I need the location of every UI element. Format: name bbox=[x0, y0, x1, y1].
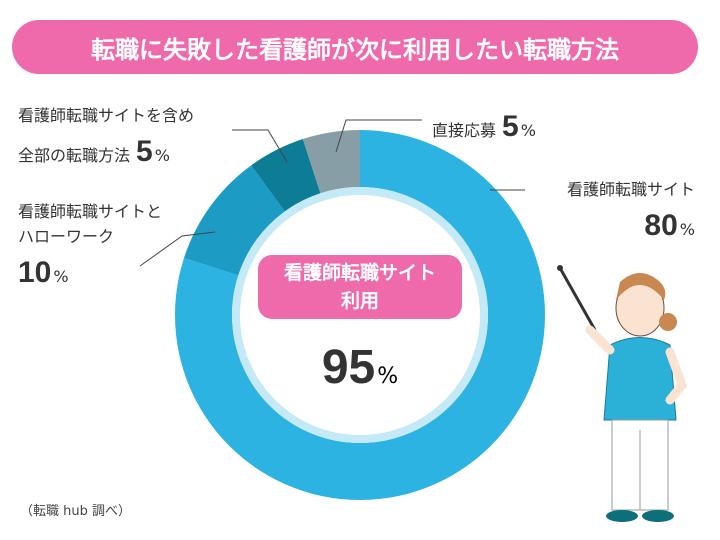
donut-slice bbox=[184, 165, 285, 276]
leader-line bbox=[335, 119, 422, 153]
value-label: 10% bbox=[18, 250, 168, 297]
center-label: 看護師転職サイト 利用 bbox=[258, 255, 462, 319]
category-name: 直接応募 bbox=[432, 121, 497, 140]
value-label: 5% bbox=[136, 135, 170, 168]
leader-line bbox=[232, 129, 288, 163]
unit: % bbox=[520, 121, 536, 140]
leader-line bbox=[139, 231, 216, 267]
center-value: 95% bbox=[260, 340, 460, 395]
value-number: 80 bbox=[644, 208, 678, 242]
donut-slice bbox=[302, 130, 360, 194]
slice-label: 看護師転職サイトを含め全部の転職方法 5% bbox=[18, 104, 203, 175]
category-name: 看護師転職サイトを含め全部の転職方法 bbox=[18, 106, 195, 165]
value-label: 80% bbox=[470, 203, 695, 250]
value-number: 5 bbox=[502, 110, 519, 143]
unit: % bbox=[154, 145, 170, 165]
donut-slice bbox=[251, 139, 321, 212]
category-name: 看護師転職サイト bbox=[566, 180, 695, 199]
center-label-line: 利用 bbox=[340, 290, 379, 312]
center-number: 95 bbox=[321, 341, 376, 394]
source-note: （転職 hub 調べ） bbox=[20, 504, 131, 519]
value-label: 5% bbox=[502, 110, 536, 143]
unit: % bbox=[377, 364, 399, 389]
slice-label: 直接応募 5% bbox=[432, 104, 582, 151]
slice-label: 看護師転職サイト 80% bbox=[470, 178, 695, 249]
slice-label: 看護師転職サイトとハローワーク 10% bbox=[18, 200, 168, 296]
nurse-illustration bbox=[557, 265, 688, 522]
chart-title: 転職に失敗した看護師が次に利用したい転職方法 bbox=[12, 20, 698, 74]
center-label-line: 看護師転職サイト bbox=[283, 262, 436, 284]
unit: % bbox=[53, 266, 69, 286]
unit: % bbox=[679, 219, 695, 239]
category-name: 看護師転職サイトとハローワーク bbox=[18, 202, 163, 246]
value-number: 10 bbox=[18, 255, 52, 289]
value-number: 5 bbox=[136, 134, 153, 168]
donut-slice bbox=[175, 130, 546, 500]
